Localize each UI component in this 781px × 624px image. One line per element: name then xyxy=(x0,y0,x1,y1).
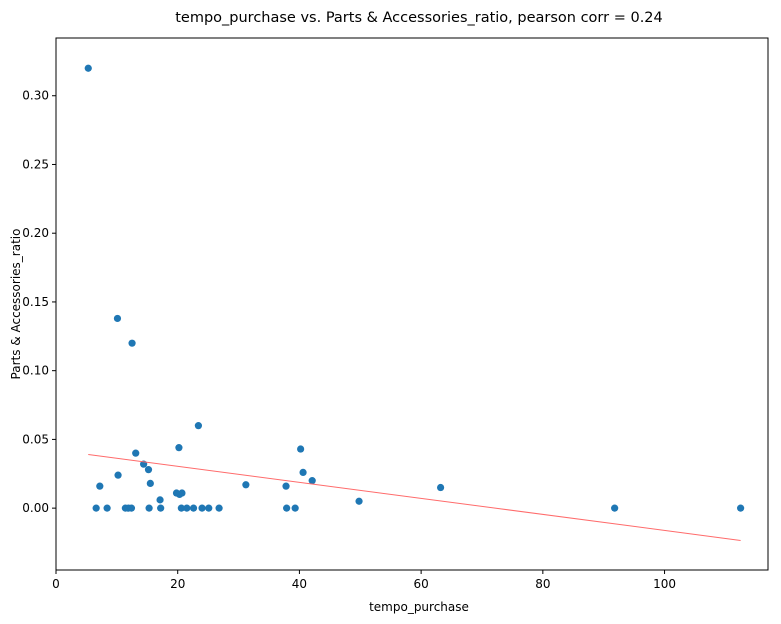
scatter-point xyxy=(282,482,290,490)
scatter-point xyxy=(145,504,153,512)
x-tick-label: 60 xyxy=(413,577,428,591)
y-tick-label: 0.15 xyxy=(22,295,49,309)
y-tick-label: 0.00 xyxy=(22,501,49,515)
scatter-point xyxy=(127,504,136,512)
y-tick-label: 0.20 xyxy=(22,226,49,240)
scatter-point xyxy=(297,445,305,453)
scatter-point xyxy=(437,483,445,492)
scatter-point xyxy=(157,504,165,512)
y-axis: 0.00 0.05 0.10 0.15 0.20 0.25 0.30 xyxy=(22,89,56,515)
scatter-point xyxy=(92,504,100,512)
scatter-point xyxy=(194,422,202,430)
scatter-point xyxy=(84,64,92,72)
plot-area xyxy=(55,37,769,571)
x-tick-label: 100 xyxy=(653,577,676,591)
y-tick-label: 0.30 xyxy=(22,89,49,103)
scatter-point xyxy=(103,504,111,512)
x-tick-label: 80 xyxy=(535,577,550,591)
x-tick-label: 0 xyxy=(52,577,60,591)
x-axis: 0 20 40 60 80 100 xyxy=(52,570,676,591)
scatter-point xyxy=(189,504,198,512)
scatter-point xyxy=(737,504,745,512)
trend-line xyxy=(88,454,741,541)
y-tick-label: 0.05 xyxy=(22,432,49,446)
scatter-point xyxy=(355,497,363,505)
scatter-point xyxy=(215,504,223,512)
chart-title: tempo_purchase vs. Parts & Accessories_r… xyxy=(175,10,663,26)
x-axis-label: tempo_purchase xyxy=(369,600,469,614)
scatter-point xyxy=(198,504,206,512)
scatter-point xyxy=(132,449,140,457)
scatter-point xyxy=(175,444,183,452)
scatter-point xyxy=(113,314,122,323)
x-tick-label: 20 xyxy=(170,577,185,591)
data-points xyxy=(84,64,745,541)
scatter-point xyxy=(177,504,185,512)
y-tick-label: 0.10 xyxy=(22,364,49,378)
scatter-point xyxy=(205,504,213,512)
scatter-point xyxy=(308,477,316,485)
scatter-point xyxy=(156,496,164,504)
scatter-point xyxy=(114,471,122,479)
scatter-point xyxy=(283,504,291,512)
scatter-point xyxy=(128,339,136,347)
scatter-point xyxy=(299,468,307,476)
scatter-point xyxy=(611,504,619,512)
scatter-point xyxy=(146,479,154,487)
scatter-point xyxy=(178,489,186,497)
scatter-point xyxy=(291,504,299,512)
scatter-point xyxy=(183,504,191,512)
scatter-point xyxy=(144,466,153,474)
y-axis-label: Parts & Accessories_ratio xyxy=(9,229,23,380)
y-tick-label: 0.25 xyxy=(22,157,49,171)
x-tick-label: 40 xyxy=(292,577,307,591)
scatter-point xyxy=(242,481,250,489)
scatter-point xyxy=(96,482,104,490)
